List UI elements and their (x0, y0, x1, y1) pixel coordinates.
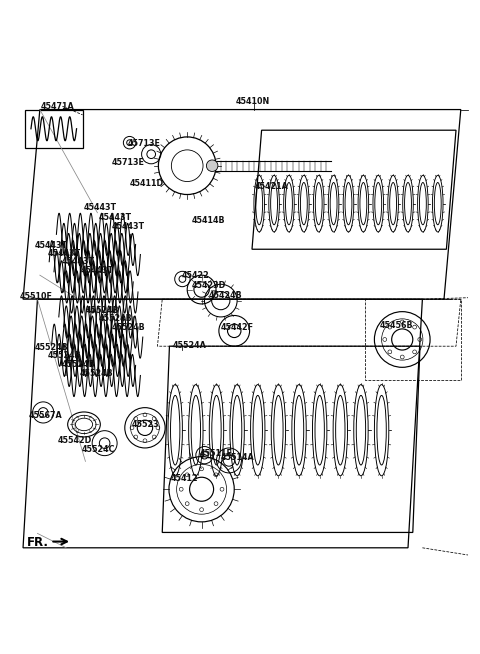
Text: 45423D: 45423D (192, 281, 226, 290)
Text: 45443T: 45443T (98, 213, 132, 222)
Text: 45524B: 45524B (85, 305, 119, 315)
Text: 45524B: 45524B (35, 343, 68, 352)
Text: 45471A: 45471A (41, 102, 74, 111)
Text: 45422: 45422 (181, 271, 209, 280)
Text: 45524B: 45524B (79, 369, 113, 377)
Text: 45524C: 45524C (82, 445, 115, 454)
Text: 45514A: 45514A (221, 453, 254, 462)
Text: 45414B: 45414B (192, 216, 226, 225)
Text: 45713E: 45713E (127, 139, 160, 148)
Text: 45443T: 45443T (111, 222, 144, 231)
Text: FR.: FR. (26, 536, 48, 549)
Text: 45411D: 45411D (130, 179, 164, 188)
Text: 45511E: 45511E (199, 449, 232, 458)
Text: 45412: 45412 (170, 473, 198, 483)
Text: 45523: 45523 (132, 421, 160, 430)
Text: 45443T: 45443T (35, 241, 68, 250)
Circle shape (206, 160, 218, 171)
Text: 45421A: 45421A (254, 182, 288, 192)
Text: 45442F: 45442F (221, 323, 254, 332)
Text: 45524B: 45524B (98, 315, 132, 323)
Text: 45443T: 45443T (61, 257, 95, 266)
Text: 45542D: 45542D (58, 436, 92, 445)
Text: 45443T: 45443T (48, 249, 81, 258)
Text: 45524B: 45524B (111, 323, 145, 332)
Text: 45524B: 45524B (48, 351, 82, 360)
Text: 45456B: 45456B (379, 321, 413, 330)
Text: 45510F: 45510F (19, 292, 52, 301)
Text: 45524A: 45524A (173, 341, 207, 350)
Text: 45410N: 45410N (235, 97, 269, 106)
Text: 45443T: 45443T (81, 266, 114, 275)
Text: 45524B: 45524B (61, 360, 95, 369)
Text: 45567A: 45567A (29, 411, 62, 420)
Text: 45713E: 45713E (111, 158, 144, 167)
Text: 45424B: 45424B (209, 291, 242, 300)
Text: 45443T: 45443T (84, 203, 117, 213)
